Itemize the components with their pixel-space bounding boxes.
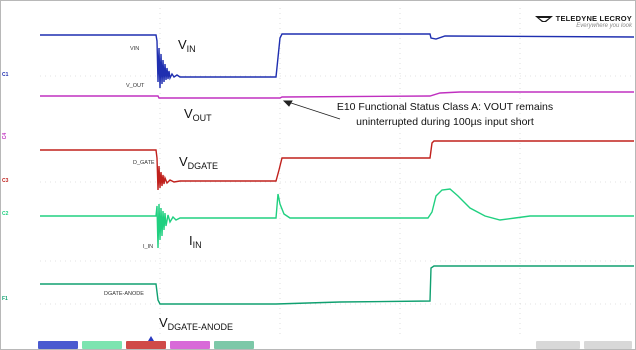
- vin-tag: VIN: [130, 46, 140, 52]
- brand-name: TELEDYNE LECROY: [535, 14, 632, 23]
- channel-tile-c2[interactable]: [82, 341, 122, 349]
- channel-status-bar: [0, 336, 636, 350]
- channel-marker-c2: C2: [2, 211, 9, 217]
- channel-tile-f1[interactable]: [214, 341, 254, 349]
- iin-trace: [40, 188, 634, 249]
- channel-marker-c3: C3: [2, 178, 9, 184]
- vdgate-anode-trace: [40, 265, 634, 305]
- vout-tag: V_OUT: [126, 83, 145, 89]
- channel-marker-c1: C1: [2, 72, 9, 78]
- annotation-arrow: [282, 100, 341, 120]
- annotation-line-2: uninterrupted during 100µs input short: [356, 116, 534, 128]
- vin-trace: [40, 33, 634, 89]
- vdgate-trace: [40, 140, 634, 191]
- iin-label: IIN: [189, 233, 202, 250]
- brand-tagline: Everywhere you look: [576, 23, 632, 30]
- dgate-anode-tag: DGATE-ANODE: [104, 291, 144, 297]
- channel-tile-c4[interactable]: [170, 341, 210, 349]
- vin-label: VIN: [178, 37, 196, 54]
- channel-tile-c3[interactable]: [126, 341, 166, 349]
- trigger-position-icon: [148, 336, 154, 341]
- channel-marker-f1: F1: [2, 296, 8, 302]
- waveform-display: [40, 8, 634, 338]
- brand-wing-icon: [535, 16, 554, 23]
- vout-label: VOUT: [184, 106, 212, 123]
- annotation-text: E10 Functional Status Class A: VOUT rema…: [330, 100, 560, 130]
- vdgate-anode-label: VDGATE-ANODE: [159, 315, 234, 332]
- iin-tag: I_IN: [143, 244, 154, 250]
- grid: [40, 8, 634, 338]
- timebase-tile[interactable]: [536, 341, 580, 349]
- teledyne-lecroy-logo: TELEDYNE LECROY Everywhere you look: [535, 14, 632, 29]
- trigger-tile[interactable]: [584, 341, 632, 349]
- annotation-line-1: E10 Functional Status Class A: VOUT rema…: [336, 101, 554, 113]
- channel-tile-c1[interactable]: [38, 341, 78, 349]
- vout-trace: [40, 91, 634, 99]
- dgate-tag: D_GATE: [133, 160, 155, 166]
- channel-marker-c4: C4: [2, 132, 9, 140]
- vdgate-label: VDGATE: [179, 154, 219, 171]
